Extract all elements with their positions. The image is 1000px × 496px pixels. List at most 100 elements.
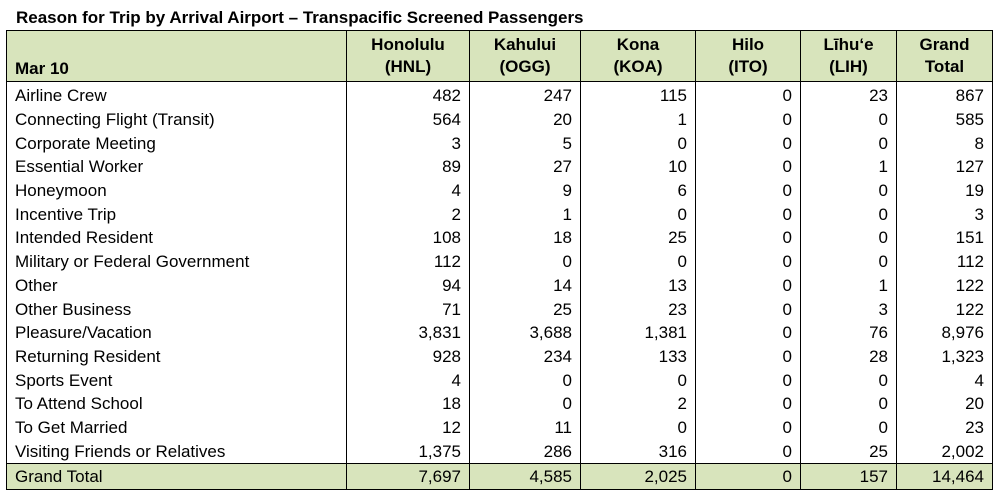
table-cell: 316: [580, 439, 696, 464]
table-cell: 89: [346, 155, 470, 179]
row-label: Essential Worker: [6, 155, 347, 179]
table-cell: 0: [695, 131, 801, 156]
table-cell: 4,585: [469, 463, 581, 490]
table-cell: 7,697: [346, 463, 470, 490]
table-cell: 19: [896, 178, 993, 203]
row-label: Pleasure/Vacation: [6, 320, 347, 345]
table-cell: 122: [896, 297, 993, 321]
table-cell: 0: [695, 439, 801, 464]
table-cell: 0: [695, 81, 801, 108]
row-label: Sports Event: [6, 368, 347, 392]
table-cell: 564: [346, 107, 470, 132]
table-cell: 0: [580, 131, 696, 156]
table-cell: 71: [346, 297, 470, 321]
table-cell: 867: [896, 81, 993, 108]
table-row: Honeymoon 4 9 6 0 0 19: [6, 178, 993, 203]
table-cell: 12: [346, 415, 470, 440]
table-cell: 8: [896, 131, 993, 156]
table-cell: 482: [346, 81, 470, 108]
table-cell: 28: [800, 344, 897, 369]
table-row: To Attend School 18 0 2 0 0 20: [6, 391, 993, 416]
table-cell: 4: [896, 368, 993, 392]
table-cell: 0: [695, 297, 801, 321]
table-cell: 115: [580, 81, 696, 108]
table-cell: 234: [469, 344, 581, 369]
table-cell: 25: [469, 297, 581, 321]
row-label: Intended Resident: [6, 226, 347, 250]
table-cell: 18: [469, 226, 581, 250]
table-cell: 20: [896, 391, 993, 416]
table-cell: 0: [695, 249, 801, 274]
table-cell: 1: [800, 273, 897, 298]
table-row: To Get Married 12 11 0 0 0 23: [6, 415, 993, 440]
table-row: Incentive Trip 2 1 0 0 0 3: [6, 202, 993, 227]
table-cell: 0: [800, 249, 897, 274]
table-cell: 2: [346, 202, 470, 227]
table-cell: 0: [800, 368, 897, 392]
table-cell: 4: [346, 178, 470, 203]
table-cell: 286: [469, 439, 581, 464]
table-row: Sports Event 4 0 0 0 0 4: [6, 368, 993, 392]
row-label: Other: [6, 273, 347, 298]
table-cell: 27: [469, 155, 581, 179]
table-cell: 0: [800, 391, 897, 416]
table-cell: 122: [896, 273, 993, 298]
table-cell: 0: [695, 107, 801, 132]
table-cell: 8,976: [896, 320, 993, 345]
row-header-label: Mar 10: [6, 30, 347, 82]
table-row: Other 94 14 13 0 1 122: [6, 273, 993, 298]
row-label: Honeymoon: [6, 178, 347, 203]
table-row: Other Business 71 25 23 0 3 122: [6, 297, 993, 321]
table-cell: 0: [695, 391, 801, 416]
row-label: Other Business: [6, 297, 347, 321]
table-cell: 0: [695, 320, 801, 345]
table-cell: 3: [800, 297, 897, 321]
column-header: Līhu‘e (LIH): [800, 30, 897, 82]
table-cell: 18: [346, 391, 470, 416]
table-cell: 0: [695, 344, 801, 369]
table-cell: 10: [580, 155, 696, 179]
table-row: Military or Federal Government 112 0 0 0 0 112: [6, 249, 993, 274]
table-cell: 247: [469, 81, 581, 108]
table-row: Visiting Friends or Relatives 1,375 286 316…: [6, 439, 993, 464]
table-cell: 2: [580, 391, 696, 416]
table-cell: 23: [800, 81, 897, 108]
table-row: Connecting Flight (Transit) 564 20 1 0 0 585: [6, 107, 993, 132]
table-row: Airline Crew 482 247 115 0 23 867: [6, 81, 993, 108]
table-cell: 23: [580, 297, 696, 321]
row-label: Visiting Friends or Relatives: [6, 439, 347, 464]
column-header: Kahului (OGG): [469, 30, 581, 82]
table-cell: 1: [469, 202, 581, 227]
table-row: Corporate Meeting 3 5 0 0 0 8: [6, 131, 993, 156]
table-cell: 1,375: [346, 439, 470, 464]
column-header: Kona (KOA): [580, 30, 696, 82]
table-cell: 0: [800, 226, 897, 250]
table-body: Airline Crew 482 247 115 0 23 867 Connecting Fl…: [6, 81, 993, 464]
table-cell: 14,464: [896, 463, 993, 490]
table-cell: 3,688: [469, 320, 581, 345]
row-label: Returning Resident: [6, 344, 347, 369]
table-cell: 25: [580, 226, 696, 250]
table-cell: 0: [695, 155, 801, 179]
row-label: Grand Total: [6, 463, 347, 490]
table-cell: 2,002: [896, 439, 993, 464]
table-cell: 13: [580, 273, 696, 298]
table-cell: 157: [800, 463, 897, 490]
header-row: Mar 10 Honolulu (HNL) Kahului (OGG) Kona (K…: [6, 30, 993, 82]
reason-for-trip-table: Mar 10 Honolulu (HNL) Kahului (OGG) Kona (K…: [6, 30, 993, 490]
table-cell: 0: [695, 178, 801, 203]
table-cell: 23: [896, 415, 993, 440]
row-label: Incentive Trip: [6, 202, 347, 227]
table-cell: 0: [800, 131, 897, 156]
column-header: Honolulu (HNL): [346, 30, 470, 82]
row-label: To Attend School: [6, 391, 347, 416]
table-cell: 0: [695, 202, 801, 227]
table-cell: 0: [580, 415, 696, 440]
table-cell: 2,025: [580, 463, 696, 490]
table-cell: 14: [469, 273, 581, 298]
table-cell: 0: [580, 249, 696, 274]
table-cell: 5: [469, 131, 581, 156]
table-cell: 1,381: [580, 320, 696, 345]
table-cell: 4: [346, 368, 470, 392]
table-cell: 0: [695, 463, 801, 490]
